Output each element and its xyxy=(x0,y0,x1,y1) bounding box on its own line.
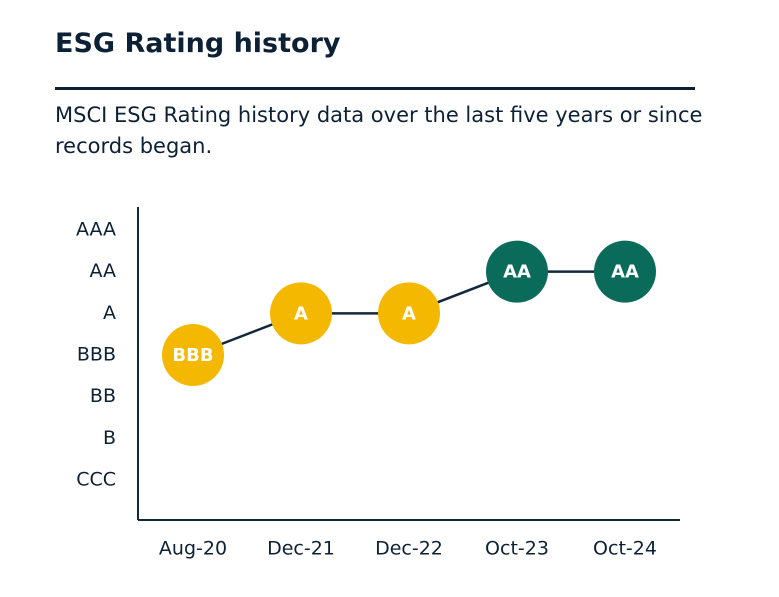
point-label: BBB xyxy=(172,345,213,366)
x-tick-label: Oct-23 xyxy=(485,538,549,560)
rating-point xyxy=(378,282,440,345)
point-label: AA xyxy=(611,262,639,283)
y-tick-label: A xyxy=(103,302,116,324)
y-tick-label: BB xyxy=(90,385,116,407)
point-label: AA xyxy=(503,262,531,283)
rating-point xyxy=(594,240,656,303)
x-tick-label: Aug-20 xyxy=(159,538,227,560)
y-tick-label: BBB xyxy=(77,343,116,365)
y-tick-label: AA xyxy=(89,260,116,282)
chart-subtitle: MSCI ESG Rating history data over the la… xyxy=(55,103,703,158)
rating-point xyxy=(486,240,548,303)
point-label: A xyxy=(402,303,416,324)
title-rule xyxy=(55,87,695,90)
chart-title: ESG Rating history xyxy=(55,28,341,59)
x-tick-label: Dec-21 xyxy=(267,538,335,560)
point-label: A xyxy=(294,303,308,324)
y-tick-label: CCC xyxy=(76,469,116,491)
rating-point xyxy=(270,282,332,345)
x-tick-label: Oct-24 xyxy=(593,538,657,560)
rating-point xyxy=(162,323,224,386)
x-tick-label: Dec-22 xyxy=(375,538,443,560)
y-tick-label: B xyxy=(103,427,116,449)
y-tick-label: AAA xyxy=(76,218,116,240)
